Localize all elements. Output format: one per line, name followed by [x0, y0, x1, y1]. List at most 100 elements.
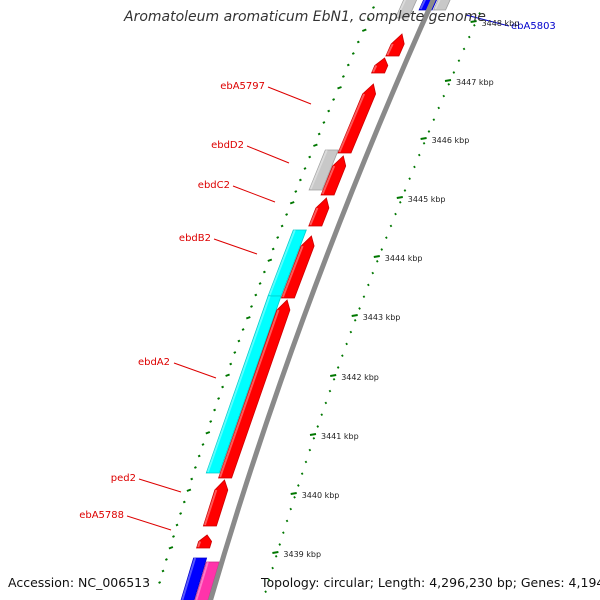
- ruler-dot: [328, 389, 332, 393]
- ruler-dot: [362, 295, 366, 299]
- ruler-dot: [442, 94, 446, 98]
- ruler-dot: [336, 366, 340, 369]
- ruler-dot: [332, 377, 336, 381]
- ruler-dot: [389, 224, 393, 228]
- ruler-dot: [462, 47, 466, 51]
- leader-line: [138, 478, 182, 493]
- ruler-tick: [161, 569, 165, 573]
- kbp-tick: [396, 196, 403, 199]
- gene-red: [337, 83, 377, 154]
- genome-backbone: [207, 0, 436, 600]
- gene-red-highlight: [338, 93, 366, 153]
- ruler-tick: [172, 535, 175, 538]
- kbp-tick: [272, 551, 279, 554]
- ruler-dot: [285, 519, 289, 523]
- ruler-dot: [367, 283, 370, 287]
- gene-red: [385, 33, 405, 57]
- ruler-dot: [345, 342, 348, 346]
- ruler-tick: [372, 6, 375, 9]
- leader-line: [213, 238, 258, 255]
- kbp-label: 3446 kbp: [432, 136, 470, 145]
- ruler-dot: [437, 106, 441, 110]
- ruler-tick: [322, 121, 326, 124]
- ruler-tick: [361, 28, 367, 32]
- ruler-tick: [267, 258, 273, 262]
- ruler-tick: [182, 500, 186, 504]
- ruler-tick: [217, 397, 221, 400]
- leader-line: [126, 515, 172, 531]
- ruler-tick: [164, 558, 168, 561]
- genome-summary-text: Topology: circular; Length: 4,296,230 bp…: [261, 575, 600, 590]
- gene-red: [370, 57, 389, 74]
- kbp-label: 3440 kbp: [302, 491, 340, 500]
- ruler-tick: [280, 224, 284, 228]
- ruler-tick: [356, 40, 360, 44]
- ruler-tick: [197, 454, 201, 458]
- ruler-dot: [403, 189, 407, 192]
- ruler-dot: [432, 118, 436, 122]
- ruler-dot: [289, 507, 293, 511]
- leader-line: [246, 145, 290, 164]
- gene-label: ebdD2: [211, 140, 244, 151]
- ruler-dot: [427, 130, 431, 133]
- ruler-dot: [297, 484, 300, 487]
- ruler-tick: [201, 443, 205, 446]
- ruler-tick: [332, 98, 336, 101]
- ruler-dot: [452, 71, 456, 74]
- ruler-tick: [258, 282, 262, 285]
- gene-red: [394, 0, 418, 19]
- ruler-tick: [168, 546, 174, 550]
- ruler-dot: [417, 153, 421, 157]
- ruler-tick: [337, 86, 342, 90]
- ruler-tick: [317, 132, 321, 136]
- gene-label: ped2: [111, 473, 136, 484]
- ruler-dot: [358, 307, 361, 310]
- ruler-tick: [285, 213, 289, 216]
- ruler-dot: [473, 23, 476, 27]
- gene-blue-highlight: [419, 0, 427, 10]
- ruler-dot: [271, 566, 274, 570]
- kbp-label: 3442 kbp: [341, 373, 379, 382]
- ruler-tick: [262, 270, 266, 274]
- kbp-label: 3444 kbp: [385, 254, 423, 263]
- leader-line: [465, 14, 510, 27]
- gene-blue: [180, 557, 208, 600]
- ruler-tick: [237, 339, 241, 343]
- ruler-tick: [351, 52, 355, 55]
- ruler-dot: [320, 413, 324, 417]
- gene-cyan-highlight: [206, 295, 271, 473]
- ruler-dot: [408, 177, 411, 181]
- ruler-tick: [209, 420, 213, 423]
- kbp-tick: [290, 492, 297, 495]
- gene-red-highlight: [197, 541, 202, 548]
- gene-red-highlight: [396, 0, 407, 18]
- gene-magenta-highlight: [195, 561, 209, 600]
- ruler-tick: [341, 75, 345, 78]
- ruler-dot: [380, 248, 384, 251]
- kbp-label: 3443 kbp: [363, 313, 401, 322]
- kbp-label: 3441 kbp: [321, 432, 359, 441]
- ruler-tick: [158, 581, 162, 584]
- gene-red-highlight: [321, 165, 336, 195]
- kbp-label: 3445 kbp: [408, 195, 446, 204]
- gene-red-highlight: [386, 43, 394, 56]
- gene-label: ebA5788: [79, 510, 124, 521]
- leader-line: [232, 185, 276, 203]
- ruler-tick: [190, 477, 194, 481]
- gene-label: ebdA2: [138, 357, 170, 368]
- ruler-dot: [394, 212, 397, 216]
- ruler-dot: [274, 554, 278, 558]
- ruler-dot: [371, 271, 375, 275]
- ruler-tick: [294, 190, 298, 193]
- kbp-tick: [444, 79, 452, 82]
- gene-label: ebA5797: [220, 81, 265, 92]
- gene-blue-highlight: [181, 557, 197, 600]
- ruler-dot: [300, 472, 304, 476]
- ruler-dot: [398, 200, 402, 204]
- kbp-label: 3448 kbp: [482, 19, 520, 28]
- ruler-tick: [213, 408, 217, 412]
- gene-gray-highlight: [434, 0, 441, 10]
- gene-red-highlight: [281, 245, 304, 298]
